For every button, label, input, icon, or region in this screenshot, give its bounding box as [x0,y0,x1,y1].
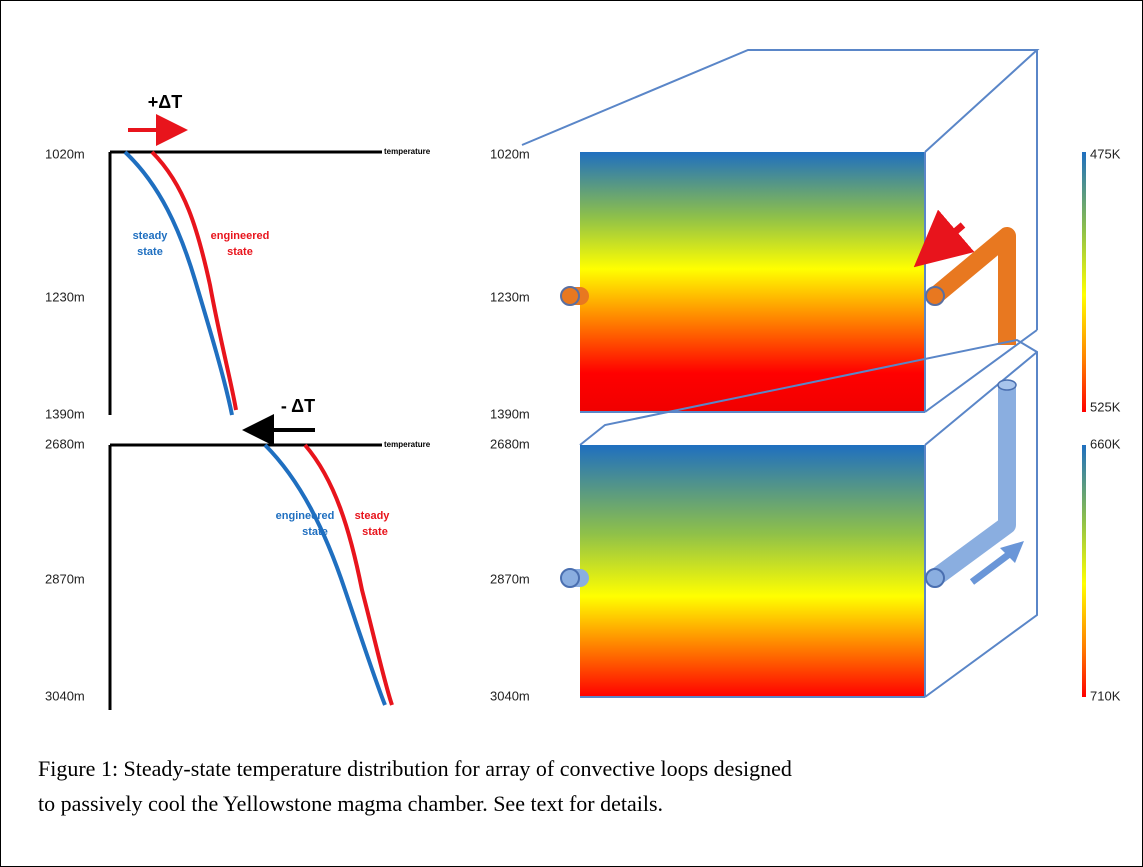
colorbar-label: 475K [1090,146,1121,161]
colorbar-label: 710K [1090,688,1121,703]
curve-label: state [137,246,163,258]
right-top-box: 1020m 1230m 1390m 475K 525K [490,49,1121,421]
depth-label: 1020m [45,146,85,161]
delta-label: - ΔT [281,396,315,416]
depth-label: 1230m [45,289,85,304]
left-bottom-plot: - ΔT temperature engineered state steady… [45,396,431,710]
depth-label: 1390m [490,406,530,421]
colorbar-label: 660K [1090,436,1121,451]
colorbar-label: 525K [1090,399,1121,414]
depth-label: 2680m [45,436,85,451]
curve-label: state [227,246,253,258]
curve-label: engineered [211,230,270,242]
curve-label: state [302,526,328,538]
depth-label: 3040m [490,688,530,703]
curve-label: steady [355,510,391,522]
right-bottom-box: 2680m 2870m 3040m 660K 710K [490,338,1121,703]
delta-label: +ΔT [148,92,182,112]
depth-label: 1230m [490,289,530,304]
depth-label: 2870m [45,571,85,586]
left-top-plot: +ΔT temperature steady state engineered … [45,92,431,422]
depth-label: 1020m [490,146,530,161]
caption-line: to passively cool the Yellowstone magma … [38,791,663,816]
curve-label: engineered [276,510,335,522]
axis-label: temperature [384,147,431,156]
depth-label: 2870m [490,571,530,586]
curve-label: steady [133,230,169,242]
depth-label: 3040m [45,688,85,703]
curve-label: state [362,526,388,538]
depth-label: 2680m [490,436,530,451]
axis-label: temperature [384,440,431,449]
caption-line: Figure 1: Steady-state temperature distr… [38,756,792,781]
depth-label: 1390m [45,406,85,421]
